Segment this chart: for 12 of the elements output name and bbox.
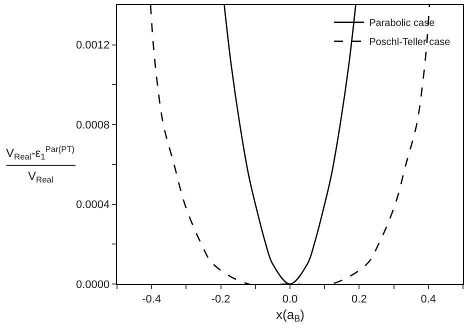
y-tick-label: 0.0000 bbox=[76, 278, 110, 291]
y-tick-label: 0.0004 bbox=[76, 199, 110, 212]
x-axis-title: x(a$_{B}$) bbox=[276, 307, 304, 324]
y-tick-label: 0.0008 bbox=[76, 119, 110, 132]
x-tick-label: 0.0 bbox=[282, 293, 298, 306]
x-tick-label: 0.4 bbox=[420, 293, 436, 306]
y-tick-label: 0.0012 bbox=[76, 40, 110, 52]
x-tick-label: -0.2 bbox=[211, 293, 230, 306]
x-tick-label: 0.2 bbox=[352, 293, 367, 306]
x-tick-label: -0.4 bbox=[142, 293, 162, 306]
legend-label: Poschl-Teller case bbox=[369, 37, 451, 48]
legend-label: Parabolic case bbox=[369, 18, 436, 30]
